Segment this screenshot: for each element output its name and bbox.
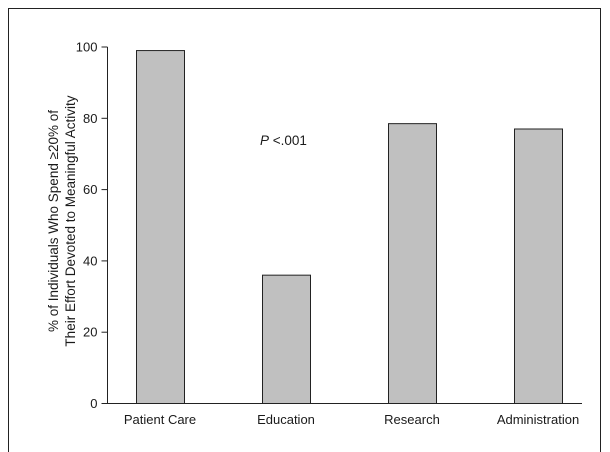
bar-research <box>388 123 437 405</box>
y-tick-label: 0 <box>90 396 97 411</box>
x-category-label: Administration <box>497 412 579 427</box>
y-tick-label: 60 <box>83 182 97 197</box>
x-category-label: Education <box>257 412 315 427</box>
y-axis-label: % of Individuals Who Spend ≥20% of Their… <box>46 95 78 346</box>
y-axis-label-line-2: Their Effort Devoted to Meaningful Activ… <box>63 95 78 346</box>
bar-education <box>262 274 311 404</box>
chart-frame <box>8 8 601 452</box>
y-tick-label: 100 <box>76 40 98 55</box>
y-tick-label: 40 <box>83 253 97 268</box>
y-tick-label: 80 <box>83 111 97 126</box>
x-axis-category-labels: Patient Care Education Research Administrat… <box>124 412 579 427</box>
p-value-text: <.001 <box>269 133 307 148</box>
bar-administration <box>514 128 563 404</box>
bar-patient-care <box>136 50 185 404</box>
x-category-label: Patient Care <box>124 412 196 427</box>
p-value-italic: P <box>260 133 269 148</box>
y-axis-label-line-1: % of Individuals Who Spend ≥20% of <box>46 110 61 332</box>
p-value-annotation: P <.001 <box>260 133 307 148</box>
x-category-label: Research <box>384 412 440 427</box>
y-axis-ticks: 0 20 40 60 80 100 <box>76 40 108 411</box>
bars <box>136 50 563 405</box>
y-tick-label: 20 <box>83 325 97 340</box>
